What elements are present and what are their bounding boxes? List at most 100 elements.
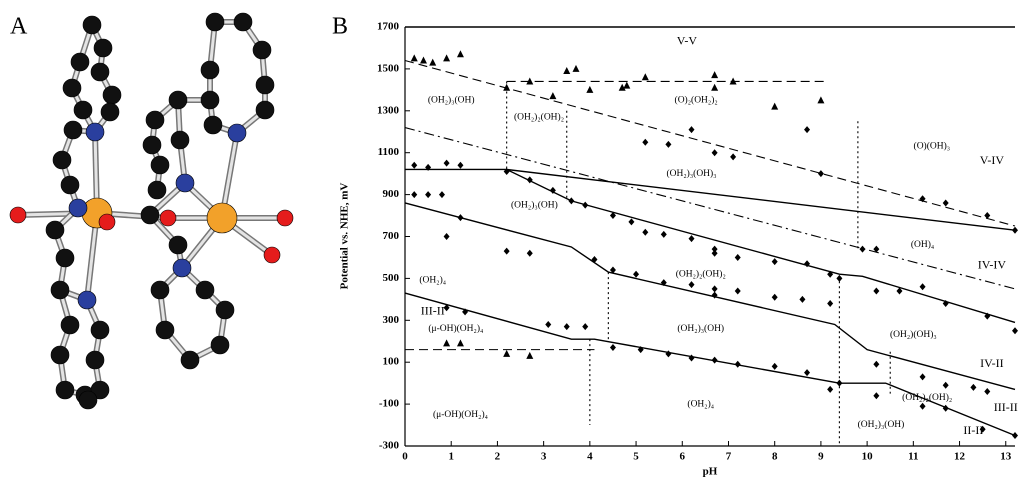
atom (146, 111, 164, 129)
region-label: (O)₂(OH₂)₂ (675, 95, 718, 106)
atom (148, 181, 166, 199)
diamond-point (444, 160, 450, 167)
region-label: (OH₂)₂(OH)₂ (676, 268, 726, 279)
region-label: (μ-OH)(OH₂)₄ (433, 409, 488, 420)
y-axis-label: Potential vs. NHE, mV (339, 183, 351, 290)
phase-line (405, 128, 1015, 289)
diamond-point (1012, 327, 1018, 334)
diamond-point (984, 388, 990, 395)
diamond-point (527, 250, 533, 257)
region-label: (OH₂)₃(OH) (428, 95, 475, 106)
triangle-point (549, 92, 556, 99)
diamond-point (457, 162, 463, 169)
atom (256, 76, 274, 94)
atom (103, 86, 121, 104)
diamond-point (689, 281, 695, 288)
y-tick-label: 1500 (377, 62, 400, 74)
triangle-point (443, 54, 450, 61)
region-label: III-II (994, 400, 1018, 414)
atom (86, 351, 104, 369)
diamond-point (943, 405, 949, 412)
atom (61, 316, 79, 334)
atom (86, 123, 104, 141)
atom (253, 41, 271, 59)
y-tick-label: 900 (383, 188, 400, 200)
atom (156, 321, 174, 339)
atom (169, 91, 187, 109)
region-label: (OH₂)₂(OH)₂ (902, 392, 952, 403)
atom (176, 174, 194, 192)
panel-label: A (10, 14, 28, 40)
region-label: (OH₂)₃(OH)₃ (666, 168, 716, 179)
y-tick-label: -300 (379, 440, 400, 452)
triangle-point (642, 73, 649, 80)
region-label: (OH₂)(OH)₃ (890, 329, 937, 340)
y-tick-label: 700 (383, 230, 400, 242)
atom (78, 291, 96, 309)
triangle-point (572, 65, 579, 72)
atom (181, 351, 199, 369)
diamond-point (568, 197, 574, 204)
diamond-point (712, 149, 718, 156)
diamond-point (984, 212, 990, 219)
figure: A B pH Potential vs. NHE, mV 17001500130… (0, 0, 1020, 481)
atom (63, 79, 81, 97)
triangle-point (526, 352, 533, 359)
diamond-point (873, 392, 879, 399)
diamond-point (920, 373, 926, 380)
region-label: II-II (963, 423, 983, 437)
diamond-point (564, 323, 570, 330)
atom (94, 39, 112, 57)
region-label: (OH₂)₂(OH)₂ (514, 111, 564, 122)
region-label: V-V (677, 33, 698, 47)
atom (207, 203, 237, 233)
diamond-point (943, 382, 949, 389)
triangle-point (457, 50, 464, 57)
atom (141, 206, 159, 224)
triangle-point (771, 103, 778, 110)
diamond-point (827, 386, 833, 393)
atom (196, 281, 214, 299)
atom (83, 16, 101, 34)
x-tick-label: 3 (541, 451, 547, 463)
x-tick-label: 13 (1000, 451, 1012, 463)
diamond-point (689, 235, 695, 242)
region-label: III-II (421, 304, 445, 318)
triangle-point (817, 96, 824, 103)
atom (69, 199, 87, 217)
diamond-point (836, 275, 842, 282)
atom (173, 259, 191, 277)
diamond-point (712, 357, 718, 364)
triangle-point (457, 339, 464, 346)
y-tick-label: 1100 (378, 146, 400, 158)
diamond-point (665, 141, 671, 148)
diamond-point (642, 139, 648, 146)
atom (99, 214, 115, 230)
atom (151, 156, 169, 174)
y-tick-label: -100 (379, 398, 400, 410)
diamond-point (804, 369, 810, 376)
diamond-point (610, 344, 616, 351)
diamond-point (920, 283, 926, 290)
diamond-point (411, 162, 417, 169)
diamond-point (628, 218, 634, 225)
x-tick-label: 0 (402, 451, 408, 463)
y-tick-label: 500 (383, 272, 400, 284)
triangle-point (411, 54, 418, 61)
diamond-point (804, 126, 810, 133)
diamond-point (712, 285, 718, 292)
region-label: (μ-OH)(OH₂)₄ (428, 323, 483, 334)
diamond-point (799, 296, 805, 303)
x-tick-label: 11 (908, 451, 918, 463)
diamond-point (504, 248, 510, 255)
atom (169, 236, 187, 254)
region-label: (O)(OH)₃ (914, 141, 951, 152)
y-tick-label: 100 (383, 356, 400, 368)
diamond-point (661, 231, 667, 238)
atom (56, 249, 74, 267)
atom (228, 124, 246, 142)
region-label: (OH₂)₃(OH) (511, 199, 558, 210)
atom (74, 101, 92, 119)
atom (91, 321, 109, 339)
phase-line (507, 169, 1015, 322)
